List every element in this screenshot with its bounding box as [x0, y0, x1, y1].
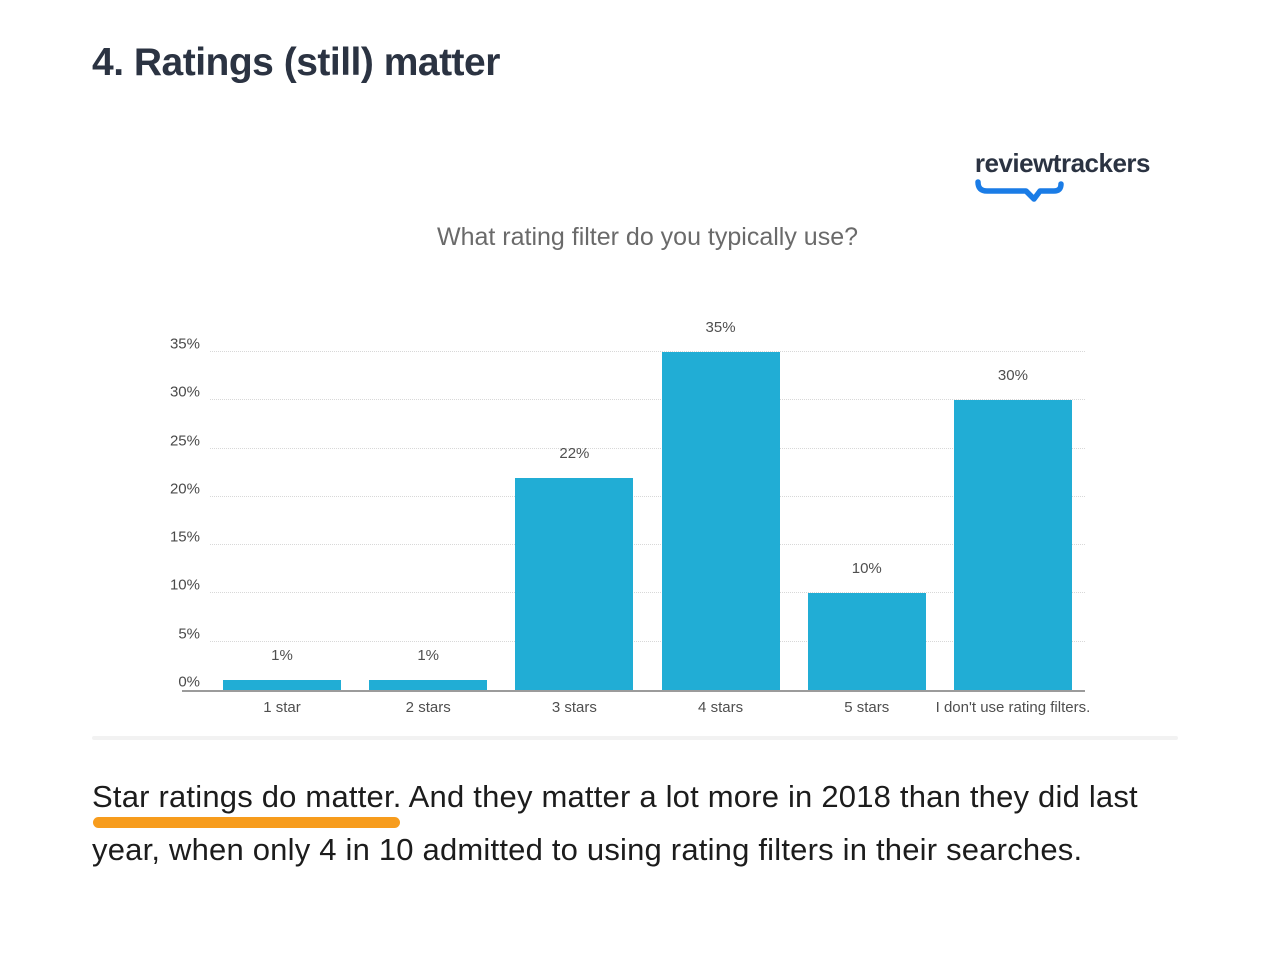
y-tick-label-20: 20%	[169, 480, 200, 498]
y-tick-label-0: 0%	[178, 673, 200, 691]
bar-chart: 0% 5% 10% 15% 20% 25% 30% 35% 1% 1 star 1% 2 stars…	[170, 319, 1091, 716]
y-tick-label-25: 25%	[169, 432, 200, 450]
reviewtrackers-logo: reviewtrackers	[974, 148, 1151, 203]
y-tick-label-15: 15%	[169, 528, 200, 546]
paragraph-rest: And they matter a lot more in 2018 than …	[92, 779, 1138, 867]
page-title: 4. Ratings (still) matter	[92, 41, 500, 84]
x-axis-line	[182, 690, 1085, 692]
gridline-5	[210, 640, 1085, 642]
bar-1-star: 1% 1 star	[223, 647, 341, 716]
gridline-10	[210, 592, 1085, 594]
y-tick-label-10: 10%	[169, 576, 200, 594]
bar-4-stars: 35% 4 stars	[661, 319, 780, 716]
x-axis-category-label: 2 stars	[405, 699, 451, 716]
y-tick-label-35: 35%	[169, 335, 200, 353]
bars-container: 1% 1 star 1% 2 stars 22% 3 stars 35% 4 stars 10%…	[210, 319, 1091, 716]
bar-value-label: 10%	[851, 560, 882, 578]
chart-title: What rating filter do you typically use?	[436, 223, 859, 251]
bar-value-label: 1%	[271, 647, 293, 665]
highlighted-sentence: Star ratings do matter.	[92, 770, 402, 828]
x-axis-category-label: 5 stars	[844, 699, 890, 716]
x-axis-category-label: 3 stars	[551, 699, 597, 716]
gridline-35	[210, 351, 1085, 352]
speech-bubble-swoosh-icon	[975, 179, 1064, 202]
bar-value-label: 30%	[997, 367, 1028, 385]
x-axis-category-label: I don't use rating filters.	[935, 699, 1091, 716]
gridline-30	[210, 399, 1085, 401]
bar-value-label: 35%	[705, 319, 736, 336]
bar-value-label: 22%	[559, 444, 590, 462]
logo-text: reviewtrackers	[974, 148, 1151, 178]
bar-2-stars: 1% 2 stars	[369, 647, 488, 716]
gridline-15	[210, 544, 1085, 546]
gridline-25	[210, 447, 1085, 449]
gridline-20	[210, 495, 1085, 497]
y-tick-label-30: 30%	[169, 383, 200, 401]
bar-5-stars: 10% 5 stars	[807, 560, 926, 716]
bar-value-label: 1%	[417, 647, 440, 665]
bar-i-don-t-use-rating-filters: 30% I don't use rating filters.	[936, 367, 1091, 716]
section-divider	[92, 736, 1178, 740]
y-tick-label-5: 5%	[178, 625, 200, 643]
x-axis-category-label: 1 star	[263, 699, 301, 716]
bar-3-stars: 22% 3 stars	[515, 445, 634, 716]
x-axis-category-label: 4 stars	[698, 699, 744, 716]
body-paragraph: Star ratings do matter. And they matter …	[92, 770, 1170, 876]
